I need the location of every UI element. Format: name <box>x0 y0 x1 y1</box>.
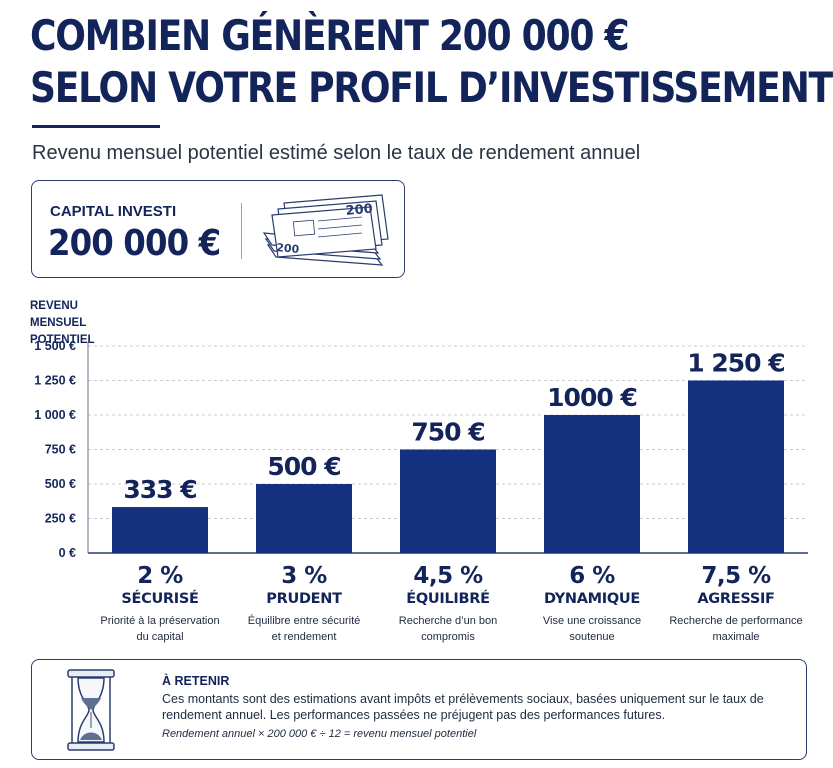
y-tick-label: 500 € <box>45 477 76 491</box>
y-tick-label: 1 250 € <box>34 374 76 388</box>
profile-name: AGRESSIF <box>697 591 775 607</box>
title-line-2: SELON VOTRE PROFIL D’INVESTISSEMENT ? <box>30 63 833 112</box>
category-label: 4,5 % ÉQUILIBRÉ Recherche d’un bon compromi… <box>373 563 523 645</box>
y-tick-label: 250 € <box>45 512 76 526</box>
note-card: À RETENIR Ces montants sont des estimati… <box>31 659 807 760</box>
bar-value-label: 1000 € <box>547 383 637 412</box>
profile-name: PRUDENT <box>266 591 342 607</box>
profile-description-line: Recherche de performance <box>669 615 803 627</box>
x-tick-label: 3 % <box>281 563 327 589</box>
bar-value-label: 333 € <box>123 475 196 504</box>
profile-description: Recherche de performance maximale <box>661 613 811 645</box>
bar <box>112 507 208 553</box>
bar-value-label: 500 € <box>267 452 340 481</box>
x-tick-label: 4,5 % <box>413 563 483 589</box>
profile-description-line: Priorité à la préservation <box>100 615 220 627</box>
bar <box>544 415 640 553</box>
profile-description-line: Recherche d’un bon <box>398 615 498 627</box>
title-line-1: COMBIEN GÉNÈRENT 200 000 € <box>30 11 630 60</box>
capital-divider <box>241 203 242 259</box>
category-label: 3 % PRUDENT Équilibre entre sécurité et ren… <box>229 563 379 645</box>
profile-description: Priorité à la préservation du capital <box>85 613 235 645</box>
y-axis-label: REVENU MENSUEL POTENTIEL <box>30 300 95 346</box>
x-tick-label: 7,5 % <box>701 563 771 589</box>
profile-description-line: Vise une croissance <box>542 615 642 627</box>
profile-name: SÉCURISÉ <box>121 591 199 607</box>
banknotes-stack-icon: 200 200 <box>262 194 389 266</box>
subtitle: Revenu mensuel potentiel estimé selon le… <box>32 142 641 164</box>
hourglass-icon <box>67 669 115 751</box>
profile-description: Recherche d’un bon compromis <box>373 613 523 645</box>
capital-value: 200 000 € <box>48 223 221 264</box>
x-tick-label: 6 % <box>569 563 615 589</box>
profile-description-line: compromis <box>421 631 475 643</box>
profile-description-line: Équilibre entre sécurité <box>247 615 361 627</box>
bar <box>400 449 496 553</box>
category-label: 2 % SÉCURISÉ Priorité à la préservation du … <box>85 563 235 645</box>
profile-description-line: du capital <box>136 631 184 643</box>
category-label: 6 % DYNAMIQUE Vise une croissance soutenue <box>517 563 667 645</box>
title-underline <box>32 125 160 128</box>
category-label: 7,5 % AGRESSIF Recherche de performance max… <box>661 563 811 645</box>
profile-description-line: et rendement <box>271 631 337 643</box>
y-tick-label: 1 500 € <box>34 339 76 353</box>
y-tick-label: 1 000 € <box>34 408 76 422</box>
x-tick-label: 2 % <box>137 563 183 589</box>
profile-description: Vise une croissance soutenue <box>517 613 667 645</box>
note-formula: Rendement annuel × 200 000 € ÷ 12 = reve… <box>162 728 477 740</box>
banknote-denomination-bottom: 200 <box>276 241 300 256</box>
profile-name: ÉQUILIBRÉ <box>406 591 490 607</box>
capital-label: CAPITAL INVESTI <box>50 203 177 220</box>
page-title: COMBIEN GÉNÈRENT 200 000 € SELON VOTRE P… <box>30 10 833 114</box>
bar-value-label: 750 € <box>411 418 484 447</box>
banknote-denomination-top: 200 <box>345 202 373 219</box>
bar-value-label: 1 250 € <box>687 349 784 378</box>
note-title: À RETENIR <box>162 674 230 688</box>
bar <box>688 380 784 553</box>
profile-description: Équilibre entre sécurité et rendement <box>229 613 379 645</box>
bar <box>256 484 352 553</box>
profile-description-line: maximale <box>712 631 760 643</box>
profile-description-line: soutenue <box>569 631 615 643</box>
profile-name: DYNAMIQUE <box>544 591 640 607</box>
note-text: Ces montants sont des estimations avant … <box>162 692 764 722</box>
y-tick-label: 0 € <box>59 546 76 560</box>
capital-card: CAPITAL INVESTI 200 000 € 200 200 <box>31 180 405 278</box>
y-tick-label: 750 € <box>45 443 76 457</box>
